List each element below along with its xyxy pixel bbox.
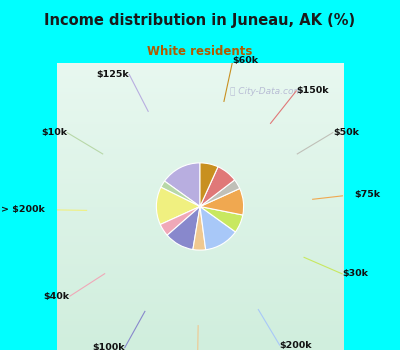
Text: $75k: $75k bbox=[354, 190, 380, 199]
Wedge shape bbox=[193, 206, 206, 250]
Wedge shape bbox=[200, 167, 235, 206]
Text: $100k: $100k bbox=[92, 343, 125, 350]
Text: ⓘ City-Data.com: ⓘ City-Data.com bbox=[230, 87, 302, 96]
Wedge shape bbox=[167, 206, 200, 250]
Wedge shape bbox=[156, 187, 200, 224]
Text: Income distribution in Juneau, AK (%): Income distribution in Juneau, AK (%) bbox=[44, 13, 356, 28]
Text: $30k: $30k bbox=[342, 270, 368, 278]
Wedge shape bbox=[200, 206, 236, 250]
Wedge shape bbox=[200, 206, 243, 232]
Wedge shape bbox=[160, 206, 200, 235]
Text: White residents: White residents bbox=[147, 45, 253, 58]
Text: $200k: $200k bbox=[280, 341, 312, 350]
Wedge shape bbox=[161, 181, 200, 206]
Wedge shape bbox=[200, 180, 240, 206]
Wedge shape bbox=[200, 189, 244, 215]
Text: $10k: $10k bbox=[41, 128, 67, 137]
Wedge shape bbox=[164, 163, 200, 206]
Wedge shape bbox=[200, 163, 218, 206]
Text: > $200k: > $200k bbox=[1, 205, 45, 214]
Text: $40k: $40k bbox=[44, 292, 70, 301]
Text: $125k: $125k bbox=[96, 70, 129, 79]
Text: $150k: $150k bbox=[296, 86, 329, 96]
Text: $60k: $60k bbox=[233, 56, 259, 65]
Text: $50k: $50k bbox=[333, 128, 359, 137]
